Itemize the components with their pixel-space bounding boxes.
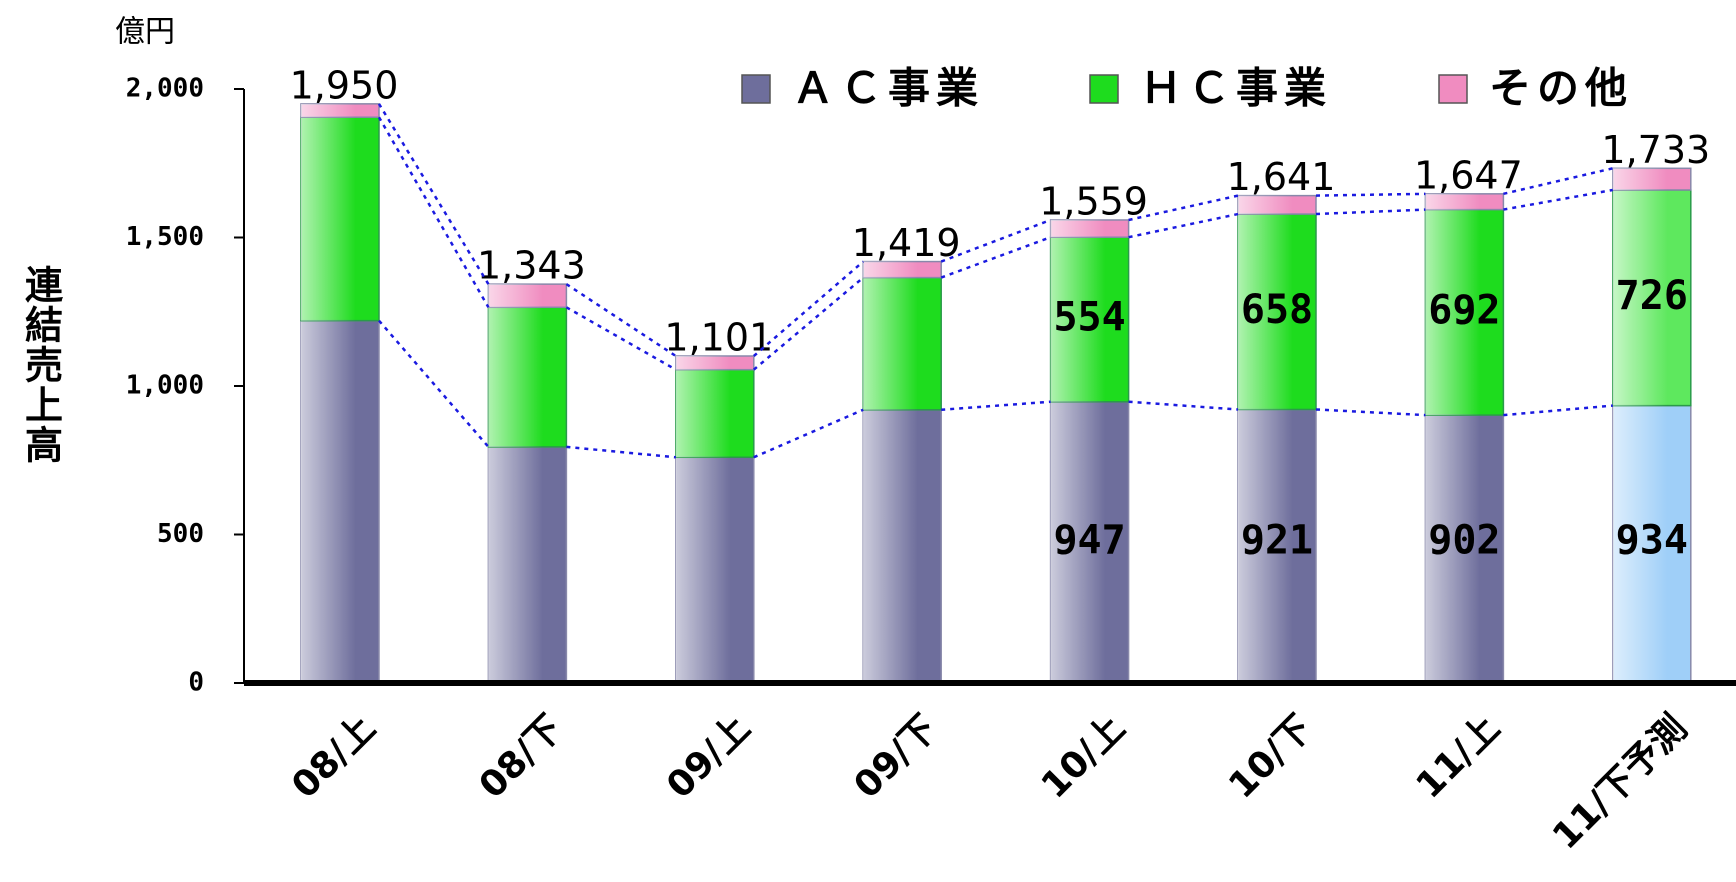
bar-sheen — [1612, 405, 1668, 683]
connector — [940, 236, 1052, 279]
legend-swatch — [741, 74, 771, 104]
total-label: 1,950 — [290, 63, 399, 107]
total-label: 1,101 — [664, 316, 773, 360]
segment-label: 692 — [1428, 287, 1500, 333]
connector — [1503, 167, 1614, 196]
connector — [377, 103, 490, 285]
bar-sheen — [863, 277, 918, 410]
connector — [941, 400, 1051, 412]
connector — [1128, 400, 1239, 411]
bar-sheen — [1050, 401, 1106, 683]
unit-label: 億円 — [115, 15, 175, 50]
bar-sheen — [1238, 409, 1293, 683]
x-tick-label: 08/下 — [472, 707, 571, 806]
y-tick-label: 2,000 — [126, 74, 204, 104]
segment-label: 947 — [1053, 518, 1125, 564]
legend-swatch — [1438, 74, 1468, 104]
bar-sheen — [1238, 195, 1293, 215]
bar-sheen — [1050, 237, 1106, 402]
y-axis-label: 連結売上高 — [19, 265, 63, 465]
legend-label: ＡＣ事業 — [792, 64, 984, 113]
connector — [752, 260, 865, 357]
y-tick-label: 0 — [188, 668, 204, 698]
bar-sheen — [1238, 214, 1293, 410]
connector — [753, 408, 864, 459]
total-label: 1,733 — [1601, 128, 1710, 172]
connector — [1128, 212, 1239, 239]
total-label: 1,647 — [1414, 153, 1523, 197]
total-label: 1,641 — [1227, 155, 1336, 199]
legend-swatch — [1089, 74, 1119, 104]
segment-label: 921 — [1241, 518, 1313, 564]
connector — [1503, 188, 1614, 211]
y-tick-label: 1,000 — [126, 371, 204, 401]
connector — [565, 306, 677, 371]
total-label: 1,559 — [1039, 179, 1148, 223]
x-tick-label: 08/上 — [284, 707, 383, 806]
connector — [1315, 192, 1426, 197]
connector — [1503, 404, 1613, 417]
legend-label: その他 — [1489, 64, 1633, 113]
connector — [377, 116, 490, 308]
connector — [566, 445, 676, 459]
bar-sheen — [1425, 193, 1480, 210]
connector — [752, 276, 865, 371]
total-label: 1,343 — [477, 244, 586, 288]
connector — [940, 218, 1052, 263]
bar-sheen — [675, 369, 731, 458]
bar-sheen — [1612, 168, 1668, 190]
x-tick-label: 11/下予測 — [1545, 707, 1695, 857]
segment-label: 902 — [1428, 518, 1500, 564]
bar-sheen — [488, 284, 543, 308]
x-tick-label: 09/下 — [846, 707, 945, 806]
bar-sheen — [675, 457, 731, 683]
bar-sheen — [488, 307, 543, 447]
bar-sheen — [301, 320, 356, 683]
connector — [1128, 194, 1239, 222]
segment-label: 658 — [1241, 287, 1313, 333]
segment-label: 726 — [1616, 273, 1688, 319]
connector — [1315, 208, 1426, 216]
bar-sheen — [675, 356, 731, 370]
x-tick-label: 11/上 — [1409, 707, 1508, 806]
connector — [1315, 408, 1426, 417]
bar-sheen — [863, 261, 918, 278]
x-tick-label: 10/上 — [1034, 707, 1133, 806]
bar-sheen — [488, 446, 543, 683]
legend-label: ＨＣ事業 — [1140, 64, 1332, 113]
y-tick-label: 500 — [157, 519, 204, 549]
bar-sheen — [863, 409, 918, 683]
bar-sheen — [1612, 189, 1668, 406]
bar-sheen — [1425, 209, 1480, 416]
connector — [378, 319, 490, 448]
bar-sheen — [1425, 415, 1480, 683]
y-tick-label: 1,500 — [126, 222, 204, 252]
total-label: 1,419 — [852, 221, 961, 265]
x-tick-label: 09/上 — [659, 707, 758, 806]
bar-sheen — [1050, 219, 1106, 238]
segment-label: 554 — [1053, 294, 1125, 340]
connector — [565, 283, 677, 358]
bar-sheen — [301, 103, 356, 118]
segment-label: 934 — [1616, 518, 1688, 564]
bar-sheen — [301, 117, 356, 321]
x-tick-label: 10/下 — [1221, 707, 1320, 806]
